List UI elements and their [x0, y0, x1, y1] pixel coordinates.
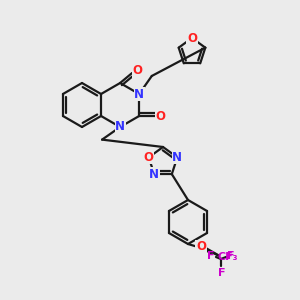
Text: N: N: [149, 168, 159, 181]
Text: N: N: [115, 121, 125, 134]
Text: F: F: [227, 251, 235, 261]
Text: N: N: [172, 151, 182, 164]
Text: CF₃: CF₃: [218, 252, 238, 262]
Text: O: O: [155, 110, 165, 122]
Text: O: O: [187, 32, 197, 44]
Text: O: O: [132, 64, 142, 77]
Text: F: F: [206, 251, 214, 261]
Text: O: O: [144, 151, 154, 164]
Text: F: F: [218, 268, 226, 278]
Text: N: N: [134, 88, 144, 100]
Text: O: O: [196, 241, 206, 254]
